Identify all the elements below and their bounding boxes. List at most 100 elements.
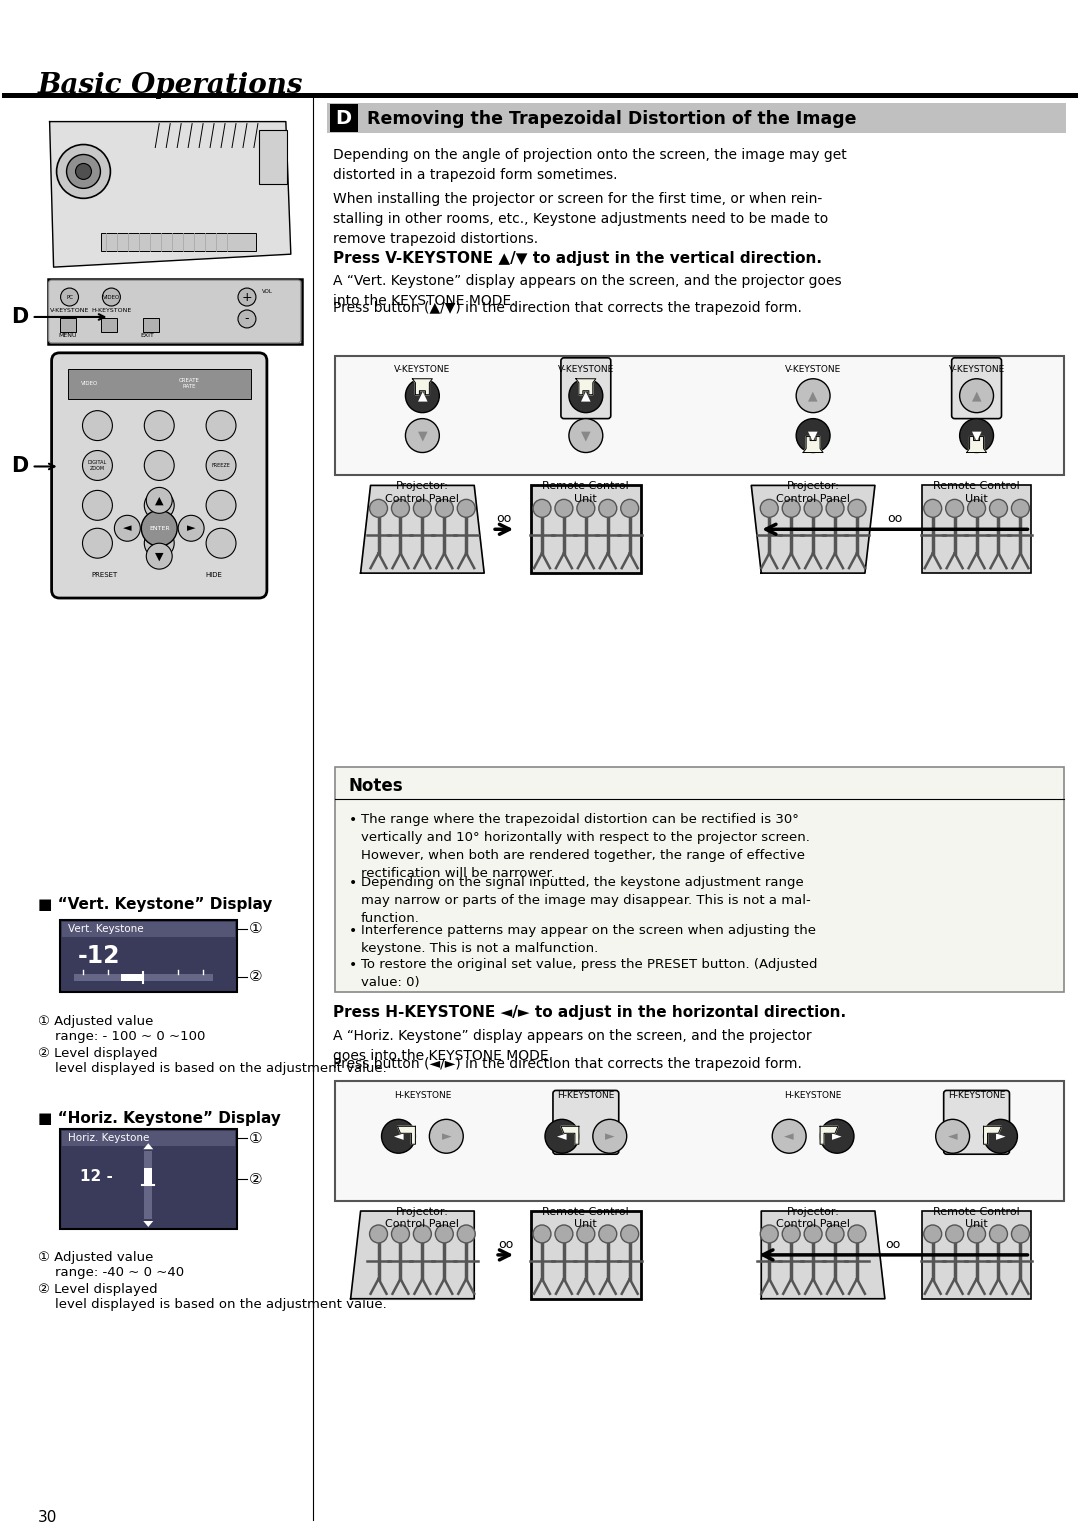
Text: H-KEYSTONE: H-KEYSTONE [557, 1091, 615, 1100]
Bar [48, 280, 301, 344]
Polygon shape [361, 486, 484, 573]
Bar [329, 104, 357, 131]
Circle shape [946, 500, 963, 518]
Text: PRESET: PRESET [92, 571, 118, 578]
Text: Depending on the signal inputted, the keystone adjustment range
may narrow or pa: Depending on the signal inputted, the ke… [361, 876, 810, 924]
Text: Projector:
Control Panel: Projector: Control Panel [777, 1207, 850, 1230]
Text: FREEZE: FREEZE [212, 463, 230, 468]
Text: VIDEO: VIDEO [103, 295, 120, 299]
Text: ■ “Horiz. Keystone” Display: ■ “Horiz. Keystone” Display [38, 1111, 281, 1126]
Text: When installing the projector or screen for the first time, or when rein-
stalli: When installing the projector or screen … [333, 193, 828, 246]
Text: oo: oo [886, 1238, 901, 1251]
Circle shape [621, 1225, 638, 1242]
Polygon shape [761, 1212, 885, 1299]
Text: D: D [11, 307, 28, 327]
Circle shape [206, 411, 237, 440]
Bar [335, 1082, 1064, 1201]
Circle shape [569, 379, 603, 413]
Circle shape [772, 1120, 806, 1154]
Circle shape [206, 451, 237, 480]
Text: Projector:
Control Panel: Projector: Control Panel [777, 481, 850, 504]
Circle shape [457, 1225, 475, 1242]
Text: H-KEYSTONE: H-KEYSTONE [784, 1091, 841, 1100]
Text: DIGITAL
ZOOM: DIGITAL ZOOM [87, 460, 107, 471]
Polygon shape [561, 1126, 579, 1144]
Circle shape [960, 379, 994, 413]
Circle shape [796, 379, 831, 413]
Text: ② Level displayed: ② Level displayed [38, 1284, 158, 1296]
Circle shape [238, 310, 256, 329]
Text: ◄: ◄ [123, 523, 132, 533]
Circle shape [145, 529, 174, 558]
Polygon shape [804, 437, 823, 452]
Circle shape [405, 379, 440, 413]
Text: •: • [349, 876, 356, 891]
Text: ①: ① [249, 1131, 262, 1146]
Circle shape [935, 1120, 970, 1154]
Text: A “Horiz. Keystone” display appears on the screen, and the projector
goes into t: A “Horiz. Keystone” display appears on t… [333, 1028, 811, 1062]
Circle shape [960, 419, 994, 452]
Text: D: D [11, 457, 28, 477]
Bar [73, 973, 213, 981]
Circle shape [569, 419, 603, 452]
Circle shape [457, 500, 475, 518]
Bar [921, 486, 1031, 573]
Circle shape [796, 419, 831, 452]
Circle shape [435, 500, 454, 518]
Circle shape [60, 289, 79, 306]
Bar [59, 1129, 237, 1229]
Text: Projector:
Control Panel: Projector: Control Panel [386, 481, 459, 504]
Circle shape [82, 411, 112, 440]
Text: +: + [242, 290, 253, 304]
Text: V-KEYSTONE: V-KEYSTONE [394, 365, 450, 374]
Circle shape [369, 1225, 388, 1242]
Text: oo: oo [498, 1238, 513, 1251]
Circle shape [206, 529, 237, 558]
Circle shape [178, 515, 204, 541]
Bar [145, 1151, 152, 1219]
Text: H-KEYSTONE: H-KEYSTONE [948, 1091, 1005, 1100]
Text: ►: ► [996, 1129, 1005, 1143]
Text: ① Adjusted value: ① Adjusted value [38, 1251, 153, 1264]
Text: Remote Control
Unit: Remote Control Unit [542, 1207, 630, 1230]
Circle shape [435, 1225, 454, 1242]
Text: •: • [349, 958, 356, 972]
Text: Horiz. Keystone: Horiz. Keystone [68, 1134, 149, 1143]
Circle shape [414, 1225, 431, 1242]
Circle shape [598, 500, 617, 518]
Bar [62, 921, 235, 937]
Circle shape [760, 1225, 779, 1242]
FancyBboxPatch shape [553, 1091, 619, 1154]
Polygon shape [576, 379, 596, 394]
Circle shape [946, 1225, 963, 1242]
Bar [59, 318, 76, 332]
Bar [326, 102, 1066, 133]
Bar [259, 130, 287, 185]
Circle shape [145, 490, 174, 521]
Circle shape [782, 1225, 800, 1242]
Bar [921, 1212, 1031, 1299]
Text: ②: ② [249, 1172, 262, 1187]
Text: ►: ► [187, 523, 195, 533]
Circle shape [534, 1225, 551, 1242]
Text: Press button (◄/►) in the direction that corrects the trapezoid form.: Press button (◄/►) in the direction that… [333, 1056, 801, 1071]
Circle shape [146, 487, 172, 513]
Circle shape [760, 500, 779, 518]
Text: range: - 100 ~ 0 ~100: range: - 100 ~ 0 ~100 [38, 1030, 205, 1042]
Polygon shape [144, 1143, 153, 1149]
Text: ◄: ◄ [784, 1129, 794, 1143]
Text: Press button (▲/▼) in the direction that corrects the trapezoid form.: Press button (▲/▼) in the direction that… [333, 301, 801, 315]
Text: •: • [349, 813, 356, 827]
FancyBboxPatch shape [951, 358, 1001, 419]
Text: •: • [349, 924, 356, 938]
Circle shape [141, 510, 177, 545]
Circle shape [82, 490, 112, 521]
Text: Vert. Keystone: Vert. Keystone [68, 924, 144, 934]
Circle shape [76, 163, 92, 179]
Text: ① Adjusted value: ① Adjusted value [38, 1015, 153, 1028]
Text: ENTER: ENTER [149, 526, 170, 530]
Text: ►: ► [442, 1129, 451, 1143]
Circle shape [968, 500, 986, 518]
Text: ◄: ◄ [393, 1129, 403, 1143]
Text: A “Vert. Keystone” display appears on the screen, and the projector goes
into th: A “Vert. Keystone” display appears on th… [333, 274, 841, 309]
